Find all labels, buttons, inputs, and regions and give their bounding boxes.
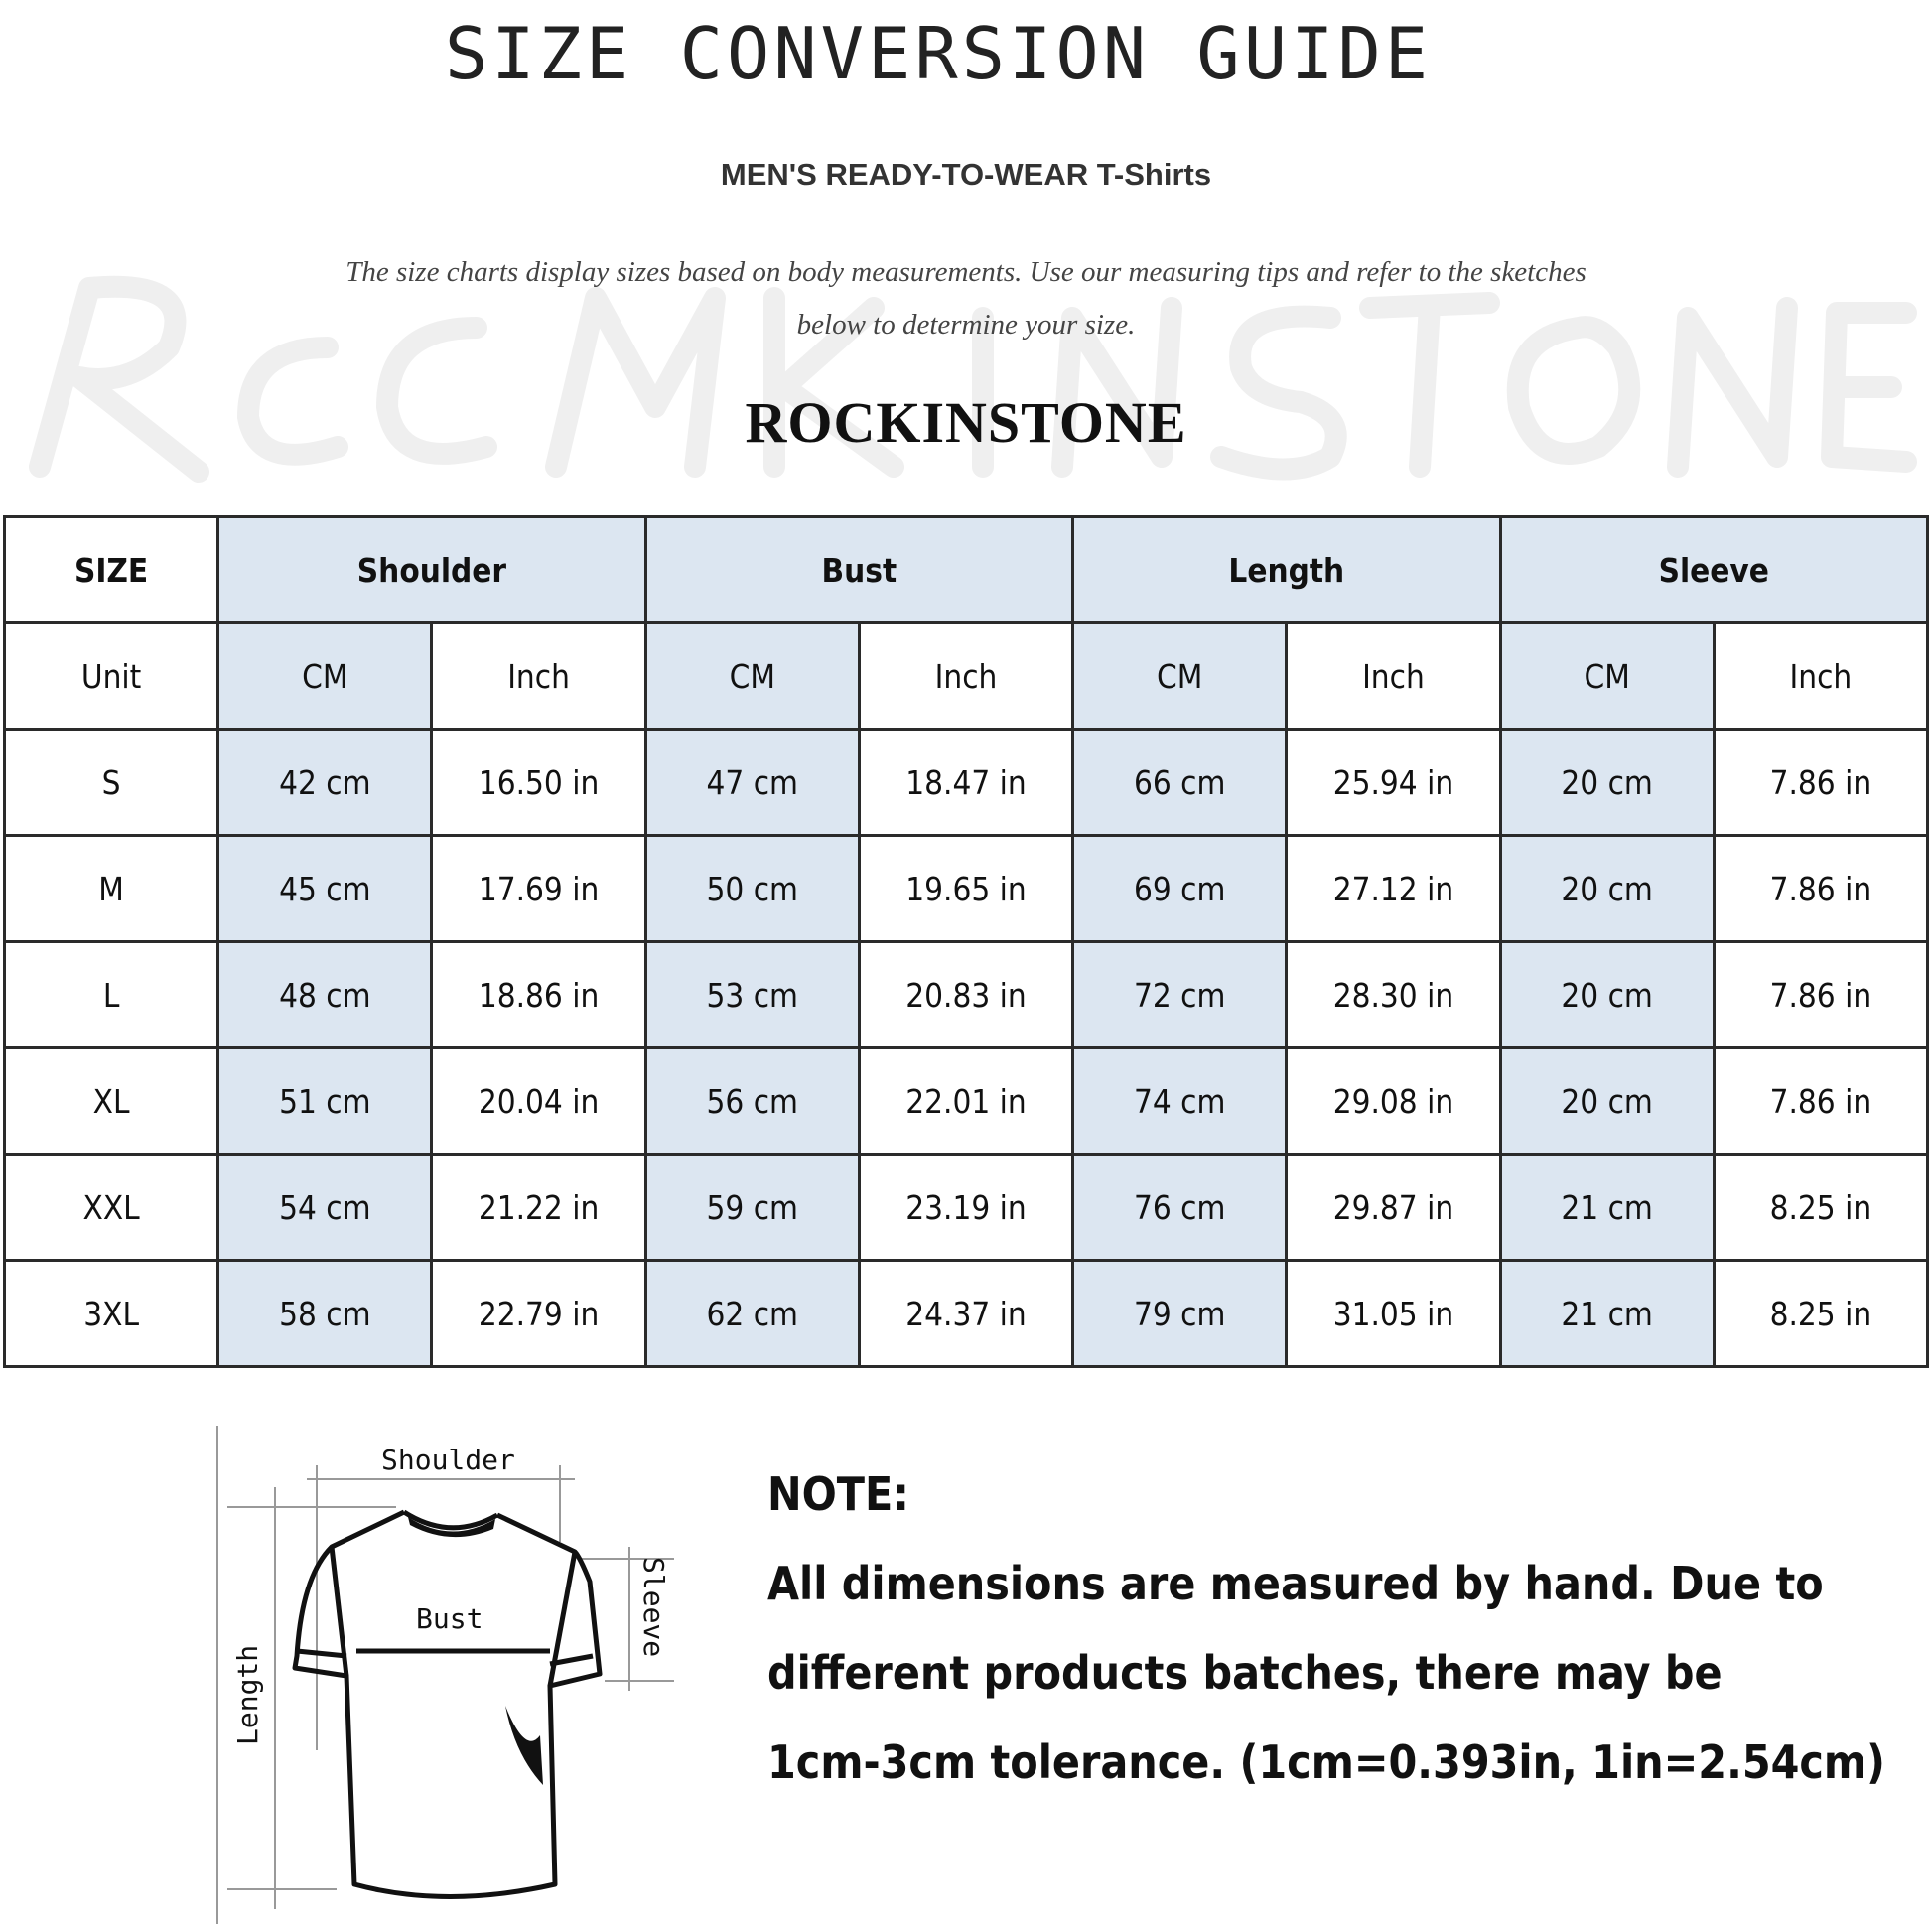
subtitle: MEN'S READY-TO-WEAR T-Shirts [720, 157, 1212, 192]
measurement-cell: 7.86 in [1712, 1046, 1930, 1156]
measurement-cell: 7.86 in [1712, 940, 1930, 1049]
measurement-cell: 47 cm [643, 728, 861, 837]
table-row: XXL 54 cm 21.22 in 59 cm 23.19 in 76 cm 29.87 … [2, 1153, 1930, 1262]
measurement-cell: 76 cm [1071, 1153, 1289, 1262]
measurement-cell: 7.86 in [1712, 834, 1930, 943]
group-header-shoulder: Shoulder [216, 515, 647, 624]
measurement-cell: 24.37 in [857, 1259, 1075, 1368]
measurement-cell: 74 cm [1071, 1046, 1289, 1156]
length-label: Length [231, 1645, 264, 1745]
note-line: 1cm-3cm tolerance. (1cm=0.393in, 1in=2.5… [767, 1735, 1885, 1789]
measurement-cell: 69 cm [1071, 834, 1289, 943]
measurement-cell: 54 cm [216, 1153, 434, 1262]
unit-cell: CM [1071, 621, 1289, 731]
sleeve-label: Sleeve [637, 1557, 670, 1657]
measurement-cell: 59 cm [643, 1153, 861, 1262]
measurement-cell: 28.30 in [1285, 940, 1502, 1049]
table-row: M 45 cm 17.69 in 50 cm 19.65 in 69 cm 27.12 in… [2, 834, 1930, 943]
size-cell: S [2, 728, 220, 837]
measurement-cell: 8.25 in [1712, 1259, 1930, 1368]
table-row: XL 51 cm 20.04 in 56 cm 22.01 in 74 cm 29.08 i… [2, 1046, 1930, 1156]
size-cell: XL [2, 1046, 220, 1156]
measurement-cell: 19.65 in [857, 834, 1075, 943]
size-cell: 3XL [2, 1259, 220, 1368]
unit-cell: Inch [1712, 621, 1930, 731]
measurement-cell: 50 cm [643, 834, 861, 943]
table-row: L 48 cm 18.86 in 53 cm 20.83 in 72 cm 28.30 in… [2, 940, 1930, 1049]
table-header-row: SIZE Shoulder Bust Length Sleeve [2, 515, 1930, 624]
measurement-cell: 20.04 in [430, 1046, 647, 1156]
measurement-cell: 16.50 in [430, 728, 647, 837]
measurement-cell: 56 cm [643, 1046, 861, 1156]
size-table: SIZE Shoulder Bust Length Sleeve Unit CM… [2, 515, 1930, 1368]
measurement-cell: 18.86 in [430, 940, 647, 1049]
measurement-cell: 7.86 in [1712, 728, 1930, 837]
shoulder-label: Shoulder [381, 1444, 515, 1476]
measurement-cell: 23.19 in [857, 1153, 1075, 1262]
size-cell: XXL [2, 1153, 220, 1262]
group-header-sleeve: Sleeve [1498, 515, 1930, 624]
measurement-cell: 48 cm [216, 940, 434, 1049]
measurement-cell: 53 cm [643, 940, 861, 1049]
measurement-cell: 20 cm [1498, 728, 1716, 837]
measurement-cell: 20 cm [1498, 940, 1716, 1049]
measurement-cell: 66 cm [1071, 728, 1289, 837]
measurement-cell: 20 cm [1498, 834, 1716, 943]
size-header: SIZE [2, 515, 220, 624]
note-line: different products batches, there may be [767, 1646, 1723, 1700]
measurement-cell: 20 cm [1498, 1046, 1716, 1156]
measurement-cell: 25.94 in [1285, 728, 1502, 837]
table-row: 3XL 58 cm 22.79 in 62 cm 24.37 in 79 cm 31.05 … [2, 1259, 1930, 1368]
measurement-cell: 45 cm [216, 834, 434, 943]
measurement-cell: 29.08 in [1285, 1046, 1502, 1156]
unit-cell: Inch [857, 621, 1075, 731]
measurement-cell: 22.01 in [857, 1046, 1075, 1156]
measurement-cell: 31.05 in [1285, 1259, 1502, 1368]
measurement-cell: 21.22 in [430, 1153, 647, 1262]
measurement-cell: 72 cm [1071, 940, 1289, 1049]
unit-cell: CM [1498, 621, 1716, 731]
measurement-cell: 51 cm [216, 1046, 434, 1156]
measurement-cell: 18.47 in [857, 728, 1075, 837]
brand-watermark-graphic [29, 275, 1917, 483]
size-cell: L [2, 940, 220, 1049]
brand-name: ROCKINSTONE [745, 390, 1187, 455]
measurement-cell: 20.83 in [857, 940, 1075, 1049]
measurement-cell: 21 cm [1498, 1259, 1716, 1368]
tshirt-measurement-sketch: Shoulder Bust Length Sleeve [216, 1426, 674, 1924]
measurement-cell: 21 cm [1498, 1153, 1716, 1262]
group-header-length: Length [1071, 515, 1502, 624]
unit-row: Unit CM Inch CM Inch CM Inch CM Inch [2, 621, 1930, 731]
measurement-cell: 29.87 in [1285, 1153, 1502, 1262]
unit-cell: Inch [430, 621, 647, 731]
table-row: S 42 cm 16.50 in 47 cm 18.47 in 66 cm 25.94 in… [2, 728, 1930, 837]
measurement-cell: 27.12 in [1285, 834, 1502, 943]
measurement-cell: 22.79 in [430, 1259, 647, 1368]
unit-cell: Inch [1285, 621, 1502, 731]
description-line-1: The size charts display sizes based on b… [345, 256, 1587, 288]
description-line-2: below to determine your size. [796, 309, 1136, 341]
page-title: SIZE CONVERSION GUIDE [444, 12, 1433, 95]
unit-cell: CM [643, 621, 861, 731]
note-block: NOTE: All dimensions are measured by han… [767, 1449, 1919, 1807]
measurement-cell: 17.69 in [430, 834, 647, 943]
measurement-cell: 42 cm [216, 728, 434, 837]
note-line: All dimensions are measured by hand. Due… [767, 1557, 1824, 1610]
size-cell: M [2, 834, 220, 943]
group-header-bust: Bust [643, 515, 1075, 624]
measurement-cell: 79 cm [1071, 1259, 1289, 1368]
measurement-cell: 62 cm [643, 1259, 861, 1368]
measurement-cell: 8.25 in [1712, 1153, 1930, 1262]
bust-label: Bust [416, 1602, 483, 1635]
measurement-cell: 58 cm [216, 1259, 434, 1368]
unit-cell: CM [216, 621, 434, 731]
note-title: NOTE: [767, 1467, 909, 1521]
unit-label: Unit [2, 621, 220, 731]
